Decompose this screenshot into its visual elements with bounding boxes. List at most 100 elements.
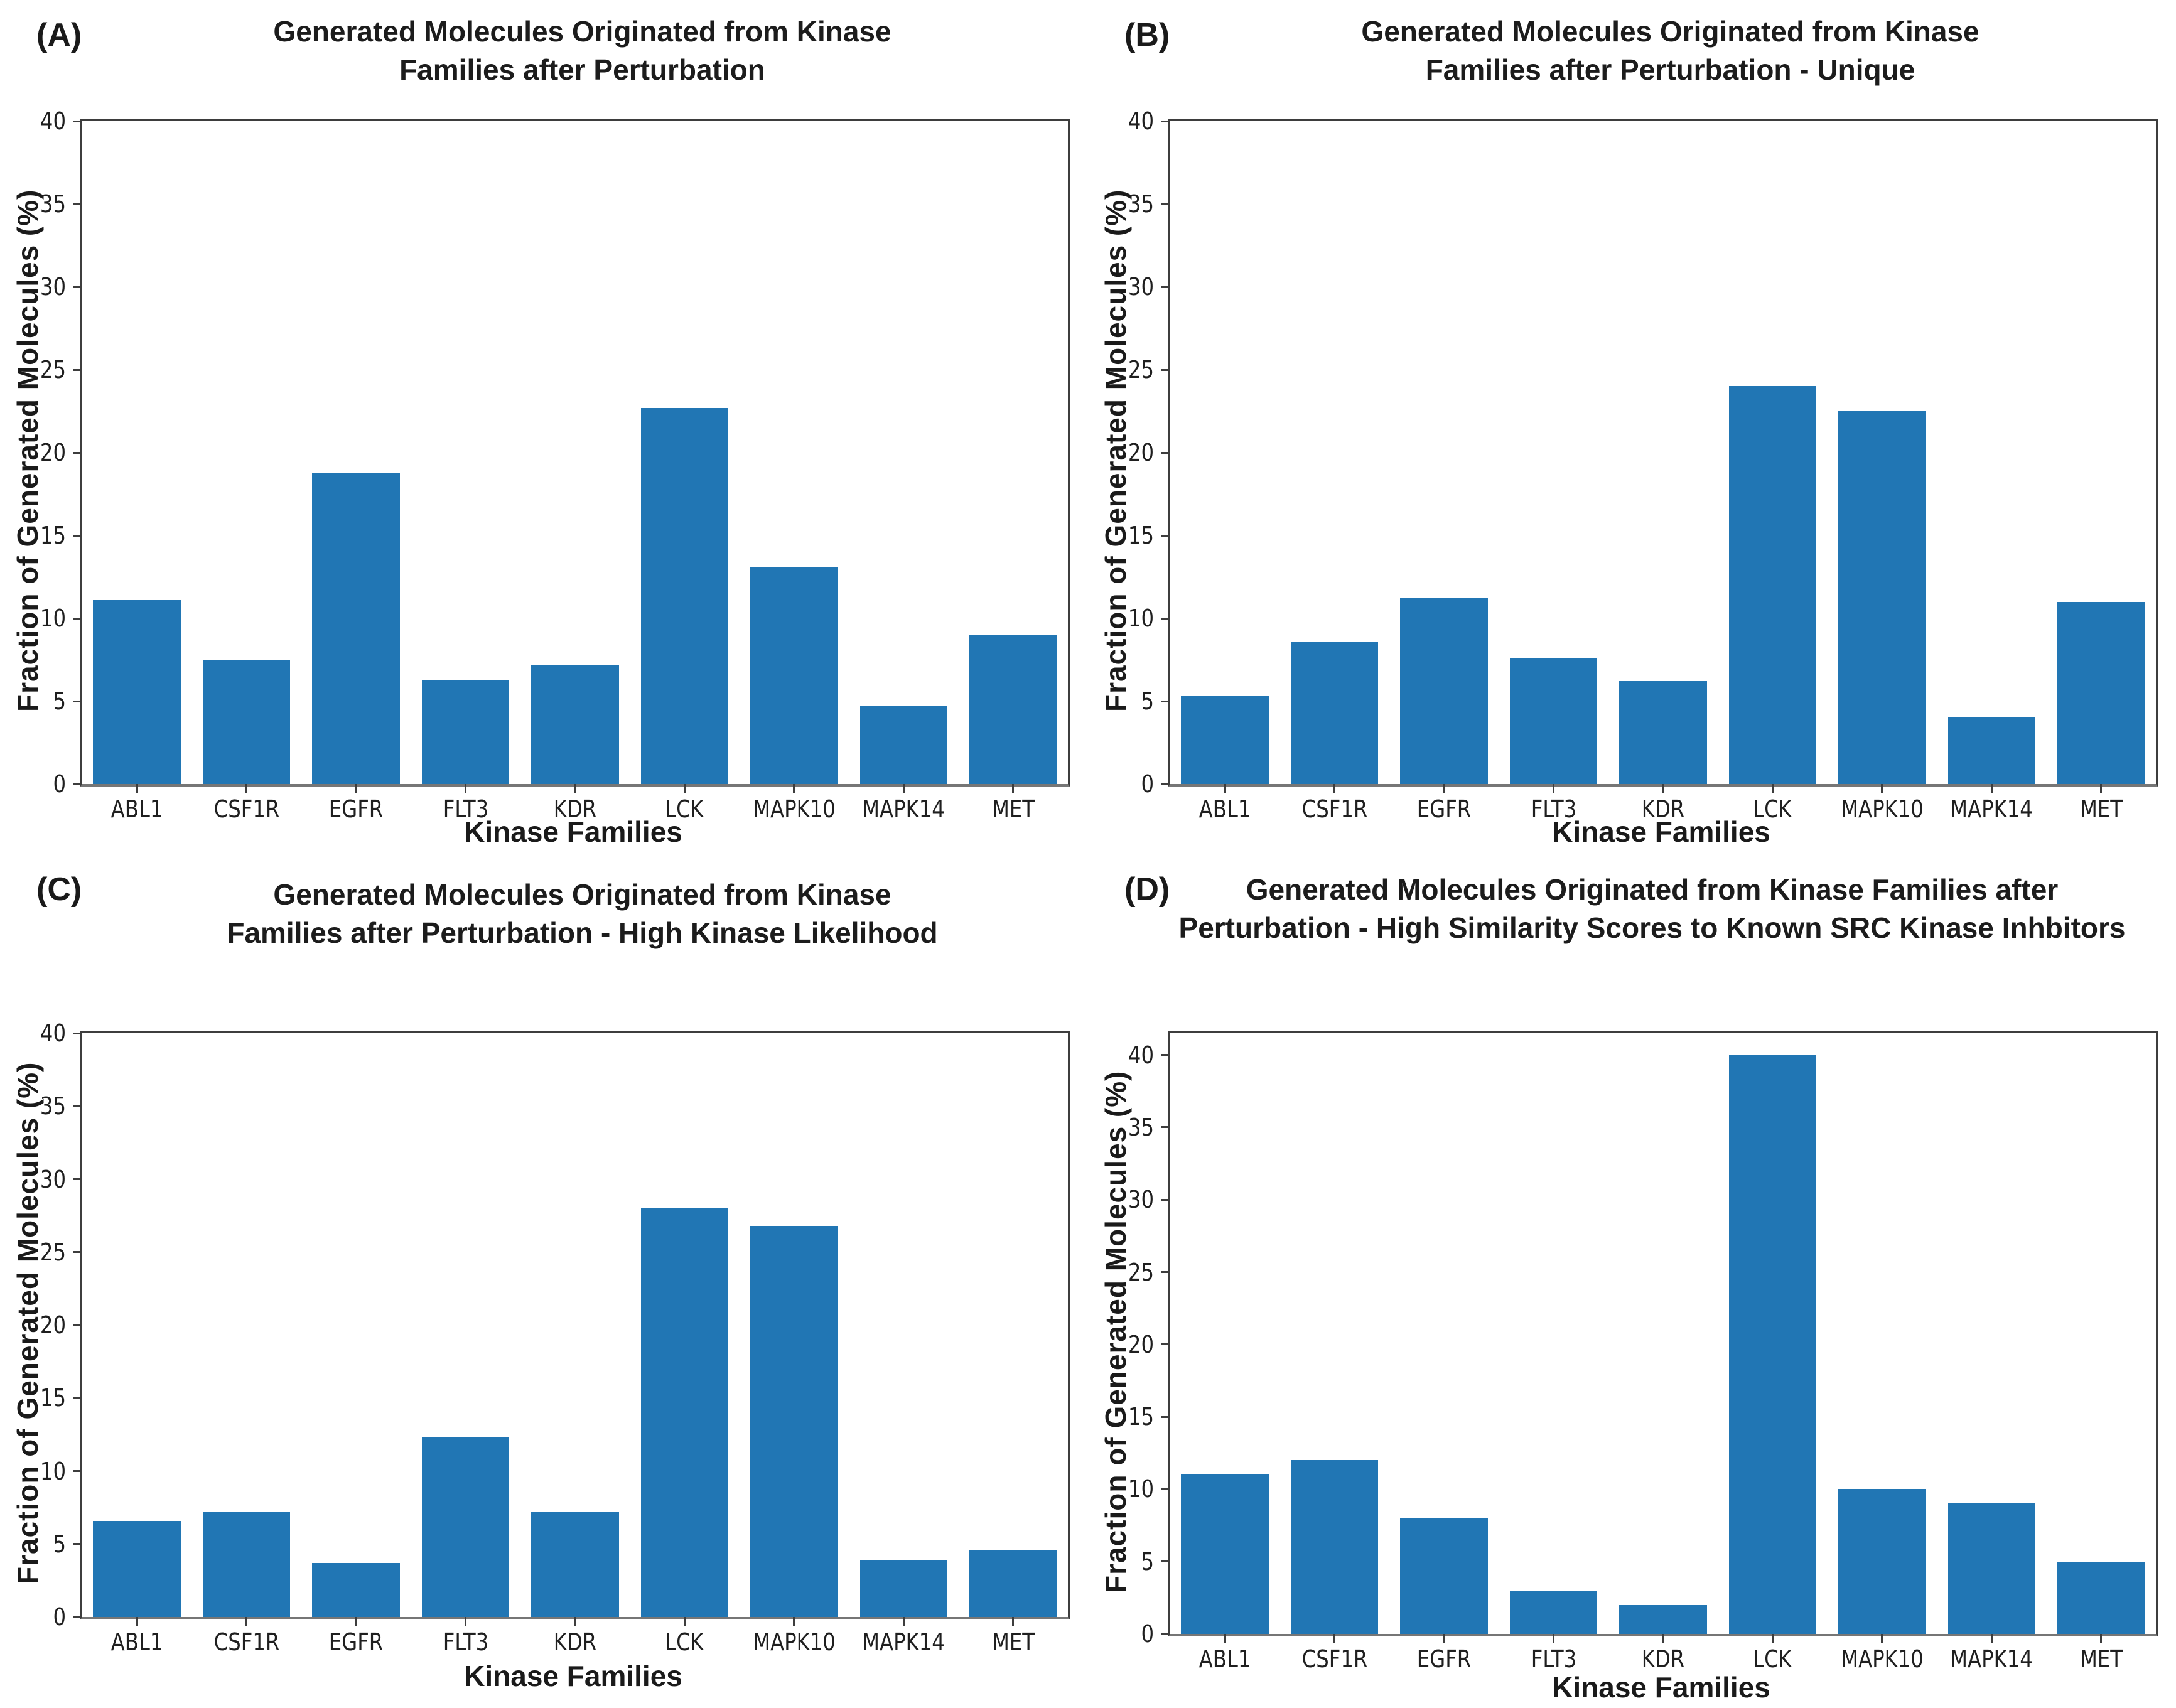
y-tick-mark	[73, 286, 82, 288]
bar-egfr	[1400, 1518, 1488, 1634]
x-tick-label: FLT3	[443, 795, 488, 823]
x-tick-mark	[1443, 784, 1445, 793]
y-tick-mark	[1161, 1633, 1170, 1635]
y-tick-label: 20	[40, 1311, 66, 1339]
bar-csf1r	[1290, 641, 1379, 784]
bar-mapk14	[859, 1560, 948, 1617]
y-tick-mark	[73, 1251, 82, 1254]
y-tick-mark	[73, 700, 82, 702]
y-tick-label: 15	[40, 1384, 66, 1412]
y-tick-mark	[73, 534, 82, 537]
y-tick-label: 0	[1141, 770, 1154, 798]
y-tick-label: 40	[40, 1019, 66, 1047]
bar-lck	[1728, 386, 1817, 784]
plot-area: 0 5 10 15 20 25 30 35 40 ABL1 CSF1R EGFR FLT3 KDR LCK M…	[1128, 1031, 2158, 1673]
x-tick-mark	[2100, 1634, 2103, 1643]
y-tick-mark	[1161, 120, 1170, 122]
x-tick-label: LCK	[665, 1628, 704, 1656]
x-tick-mark	[1553, 1634, 1555, 1643]
bar-csf1r	[202, 1512, 291, 1617]
x-tick-mark	[1553, 784, 1555, 793]
x-tick-label: ABL1	[110, 1628, 163, 1656]
x-tick-label: MAPK14	[862, 1628, 945, 1656]
bar-lck	[640, 1208, 729, 1617]
bar-kdr	[1619, 681, 1707, 784]
y-tick-mark	[1161, 1126, 1170, 1129]
y-tick-mark	[73, 1543, 82, 1545]
x-tick-mark	[793, 784, 795, 793]
plot-area: 0 5 10 15 20 25 30 35 40 ABL1 CSF1R EGFR FLT3 KDR LCK M…	[40, 1021, 1070, 1656]
plot-area: 0 5 10 15 20 25 30 35 40 ABL1 CSF1R EGFR FLT3 KDR LCK M…	[40, 109, 1070, 823]
y-tick-label: 15	[1128, 522, 1154, 549]
y-tick-mark	[73, 1105, 82, 1107]
x-tick-label: EGFR	[328, 1628, 384, 1656]
y-tick-label: 40	[40, 107, 66, 135]
bar-met	[969, 635, 1057, 784]
panel-letter: (A)	[36, 17, 82, 53]
x-tick-label: KDR	[1641, 795, 1685, 823]
bar-met	[2057, 601, 2145, 784]
panel-d: (D) Generated Molecules Originated from …	[1088, 854, 2176, 1708]
x-tick-label: EGFR	[1416, 1645, 1472, 1673]
bar-mapk14	[859, 706, 948, 784]
y-tick-mark	[73, 1616, 82, 1618]
bar-kdr	[1619, 1604, 1707, 1634]
y-tick-mark	[1161, 1271, 1170, 1273]
bar-flt3	[421, 679, 510, 784]
y-tick-mark	[1161, 286, 1170, 288]
y-tick-label: 30	[1128, 1186, 1154, 1214]
x-tick-label: KDR	[553, 1628, 597, 1656]
bar-mapk10	[750, 1225, 838, 1617]
y-tick-label: 20	[1128, 1330, 1154, 1358]
chart-title: Generated Molecules Originated from Kina…	[227, 878, 938, 949]
x-tick-mark	[1224, 1634, 1226, 1643]
x-tick-label: MAPK10	[1841, 795, 1924, 823]
y-tick-label: 40	[1128, 107, 1154, 135]
y-tick-label: 5	[53, 687, 66, 715]
x-tick-mark	[574, 1617, 576, 1626]
y-tick-label: 30	[40, 273, 66, 301]
bar-mapk14	[1947, 717, 2036, 784]
x-tick-mark	[1662, 1634, 1664, 1643]
x-tick-label: FLT3	[1531, 1645, 1576, 1673]
x-tick-mark	[1662, 784, 1664, 793]
x-tick-mark	[683, 1617, 686, 1626]
x-tick-label: CSF1R	[213, 795, 279, 823]
bar-lck	[1728, 1055, 1817, 1634]
y-tick-label: 30	[1128, 273, 1154, 301]
y-tick-mark	[73, 120, 82, 122]
x-tick-mark	[2100, 784, 2103, 793]
y-tick-mark	[1161, 1415, 1170, 1418]
x-tick-label: FLT3	[1531, 795, 1576, 823]
y-tick-mark	[73, 783, 82, 785]
y-tick-mark	[73, 1178, 82, 1180]
x-tick-mark	[793, 1617, 795, 1626]
y-tick-mark	[1161, 1198, 1170, 1201]
x-tick-mark	[1990, 1634, 1993, 1643]
y-tick-label: 35	[40, 190, 66, 218]
x-tick-label: MAPK10	[1841, 1645, 1924, 1673]
x-tick-label: CSF1R	[1301, 1645, 1367, 1673]
y-tick-mark	[1161, 1343, 1170, 1346]
panel-a: (A) Generated Molecules Originated from …	[0, 0, 1088, 854]
y-tick-mark	[1161, 1560, 1170, 1563]
x-tick-label: MAPK10	[753, 795, 836, 823]
x-tick-label: MET	[991, 795, 1035, 823]
x-tick-mark	[465, 1617, 467, 1626]
y-tick-label: 5	[53, 1530, 66, 1558]
panel-letter: (D)	[1124, 871, 1170, 908]
x-tick-mark	[1012, 1617, 1015, 1626]
bar-kdr	[531, 664, 619, 784]
bar-met	[969, 1550, 1057, 1617]
plot-area: 0 5 10 15 20 25 30 35 40 ABL1 CSF1R EGFR FLT3 KDR LCK M…	[1128, 109, 2158, 823]
x-tick-mark	[1443, 1634, 1445, 1643]
bar-abl1	[1181, 1474, 1269, 1634]
x-tick-label: MAPK14	[1950, 795, 2033, 823]
y-tick-label: 10	[40, 604, 66, 632]
bar-csf1r	[1290, 1460, 1379, 1634]
x-tick-mark	[683, 784, 686, 793]
y-tick-label: 35	[40, 1092, 66, 1120]
bar-mapk10	[1838, 1489, 1926, 1634]
bar-mapk10	[1838, 411, 1926, 784]
x-tick-label: EGFR	[328, 795, 384, 823]
